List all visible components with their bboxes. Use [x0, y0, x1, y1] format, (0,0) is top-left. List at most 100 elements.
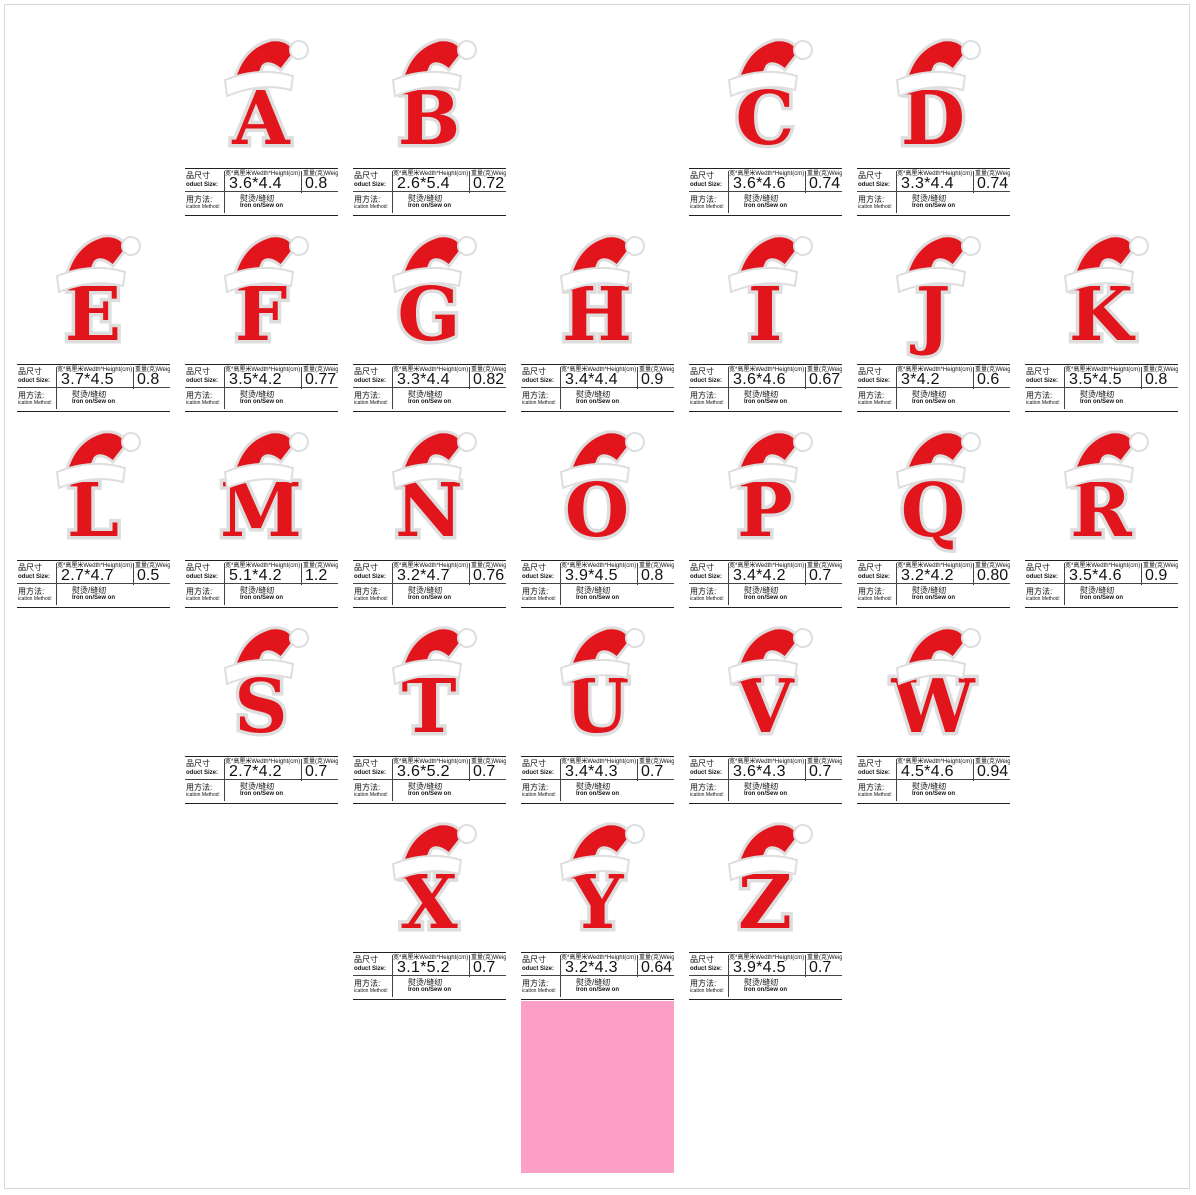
patch-graphic: C [727, 38, 813, 166]
patch-graphic: X [391, 822, 477, 950]
dimension-header: 宽*高厘米Wedth*Height(cm) [729, 171, 805, 177]
product-spec-label: 品尺寸 oduct Size: 宽*高厘米Wedth*Height(cm) 3.6*4… [689, 364, 842, 412]
method-en: Iron on/Sew on [744, 791, 787, 797]
product-spec-label: 品尺寸 oduct Size: 宽*高厘米Wedth*Height(cm) 3.6*4… [689, 756, 842, 804]
patch-size: 3.9*4.5 [733, 959, 786, 976]
patch-graphic: J [895, 234, 981, 362]
dimension-header: 宽*高厘米Wedth*Height(cm) [561, 563, 637, 569]
patch-graphic: O [559, 430, 645, 558]
method-row-label-en: ication Method: [522, 792, 556, 798]
size-row-label: 品尺寸 [354, 171, 378, 180]
hat-brim [391, 854, 463, 882]
hat-brim [895, 658, 967, 686]
method-cn: 熨烫/缝纫 [408, 390, 443, 399]
santa-hat-letter-patch: B [353, 26, 506, 166]
patch-item-z: Z 品尺寸 oduct Size: 宽*高厘米Wedth*Height(cm) 3.9*… [689, 810, 842, 1000]
patch-item-p: P 品尺寸 oduct Size: 宽*高厘米Wedth*Height(cm) 3.4*… [689, 418, 842, 608]
santa-hat-letter-patch: J [857, 222, 1010, 362]
dimension-header: 宽*高厘米Wedth*Height(cm) [561, 759, 637, 765]
method-row-label: 用方法: [186, 391, 213, 400]
patch-size: 3.6*4.6 [733, 371, 786, 388]
patch-weight: 0.82 [473, 371, 505, 388]
product-spec-label: 品尺寸 oduct Size: 宽*高厘米Wedth*Height(cm) 3.2*4… [521, 952, 674, 1000]
method-row-label: 用方法: [18, 587, 45, 596]
product-spec-label: 品尺寸 oduct Size: 宽*高厘米Wedth*Height(cm) 3*4.2… [857, 364, 1010, 412]
weight-header: 重量(克)Weig [807, 955, 842, 961]
hat-brim [391, 462, 463, 490]
patch-size: 3.9*4.5 [565, 567, 618, 584]
method-en: Iron on/Sew on [72, 399, 115, 405]
method-row-label-en: ication Method: [186, 792, 220, 798]
product-spec-label: 品尺寸 oduct Size: 宽*高厘米Wedth*Height(cm) 3.9*4… [521, 560, 674, 608]
patch-item-v: V 品尺寸 oduct Size: 宽*高厘米Wedth*Height(cm) 3.6*… [689, 614, 842, 804]
method-row-label-en: ication Method: [690, 400, 724, 406]
method-cn: 熨烫/缝纫 [408, 978, 443, 987]
hat-pompom [457, 236, 477, 256]
method-en: Iron on/Sew on [408, 595, 451, 601]
santa-hat-letter-patch: V [689, 614, 842, 754]
size-row-label-en: oduct Size: [18, 574, 51, 580]
size-row-label: 品尺寸 [858, 171, 882, 180]
hat-pompom [793, 40, 813, 60]
patch-item-o: O 品尺寸 oduct Size: 宽*高厘米Wedth*Height(cm) 3.9*… [521, 418, 674, 608]
weight-header: 重量(克)Weig [135, 563, 170, 569]
size-row-label-en: oduct Size: [354, 182, 387, 188]
patch-item-r: R 品尺寸 oduct Size: 宽*高厘米Wedth*Height(cm) 3.5*… [1025, 418, 1178, 608]
patch-item-y: Y 品尺寸 oduct Size: 宽*高厘米Wedth*Height(cm) 3.2*… [521, 810, 674, 1000]
size-row-label-en: oduct Size: [354, 770, 387, 776]
patch-item-m: M 品尺寸 oduct Size: 宽*高厘米Wedth*Height(cm) 5.1*… [185, 418, 338, 608]
hat-brim [223, 70, 295, 98]
weight-header: 重量(克)Weig [807, 563, 842, 569]
santa-hat-letter-patch: O [521, 418, 674, 558]
weight-header: 重量(克)Weig [639, 563, 674, 569]
weight-header: 重量(克)Weig [471, 955, 506, 961]
method-row-label-en: ication Method: [858, 204, 892, 210]
weight-header: 重量(克)Weig [639, 367, 674, 373]
method-row-label-en: ication Method: [690, 988, 724, 994]
weight-header: 重量(克)Weig [807, 171, 842, 177]
patch-size: 3.5*4.5 [1069, 371, 1122, 388]
patch-weight: 0.80 [977, 567, 1009, 584]
product-spec-label: 品尺寸 oduct Size: 宽*高厘米Wedth*Height(cm) 3.5*4… [1025, 364, 1178, 412]
size-row-label-en: oduct Size: [690, 574, 723, 580]
product-spec-label: 品尺寸 oduct Size: 宽*高厘米Wedth*Height(cm) 3.6*5… [353, 756, 506, 804]
method-row-label: 用方法: [690, 195, 717, 204]
product-spec-label: 品尺寸 oduct Size: 宽*高厘米Wedth*Height(cm) 2.7*4… [185, 756, 338, 804]
patch-item-u: U 品尺寸 oduct Size: 宽*高厘米Wedth*Height(cm) 3.4*… [521, 614, 674, 804]
method-row-label: 用方法: [354, 979, 381, 988]
method-row-label-en: ication Method: [858, 400, 892, 406]
product-spec-label: 品尺寸 oduct Size: 宽*高厘米Wedth*Height(cm) 3.5*4… [185, 364, 338, 412]
patch-weight: 0.77 [305, 371, 337, 388]
product-spec-label: 品尺寸 oduct Size: 宽*高厘米Wedth*Height(cm) 4.5*4… [857, 756, 1010, 804]
hat-pompom [121, 236, 141, 256]
dimension-header: 宽*高厘米Wedth*Height(cm) [561, 367, 637, 373]
method-cn: 熨烫/缝纫 [72, 390, 107, 399]
method-row-label: 用方法: [858, 195, 885, 204]
method-cn: 熨烫/缝纫 [240, 390, 275, 399]
patch-size: 3.3*4.4 [901, 175, 954, 192]
patch-weight: 0.74 [977, 175, 1009, 192]
method-row-label: 用方法: [858, 391, 885, 400]
size-row-label: 品尺寸 [1026, 563, 1050, 572]
santa-hat-letter-patch: K [1025, 222, 1178, 362]
patch-graphic: F [223, 234, 309, 362]
method-row-label-en: ication Method: [1026, 400, 1060, 406]
hat-brim [223, 266, 295, 294]
hat-brim [559, 658, 631, 686]
size-row-label-en: oduct Size: [858, 574, 891, 580]
method-row-label: 用方法: [522, 391, 549, 400]
method-row-label: 用方法: [354, 587, 381, 596]
product-spec-label: 品尺寸 oduct Size: 宽*高厘米Wedth*Height(cm) 3.1*5… [353, 952, 506, 1000]
size-row-label-en: oduct Size: [522, 966, 555, 972]
santa-hat-letter-patch: Z [689, 810, 842, 950]
method-cn: 熨烫/缝纫 [576, 978, 611, 987]
patch-size: 3.2*4.2 [901, 567, 954, 584]
santa-hat-letter-patch: U [521, 614, 674, 754]
method-row-label-en: ication Method: [690, 204, 724, 210]
patch-size: 3.6*5.2 [397, 763, 450, 780]
method-en: Iron on/Sew on [912, 595, 955, 601]
dimension-header: 宽*高厘米Wedth*Height(cm) [897, 367, 973, 373]
patch-weight: 0.76 [473, 567, 505, 584]
method-cn: 熨烫/缝纫 [408, 586, 443, 595]
method-en: Iron on/Sew on [1080, 399, 1123, 405]
